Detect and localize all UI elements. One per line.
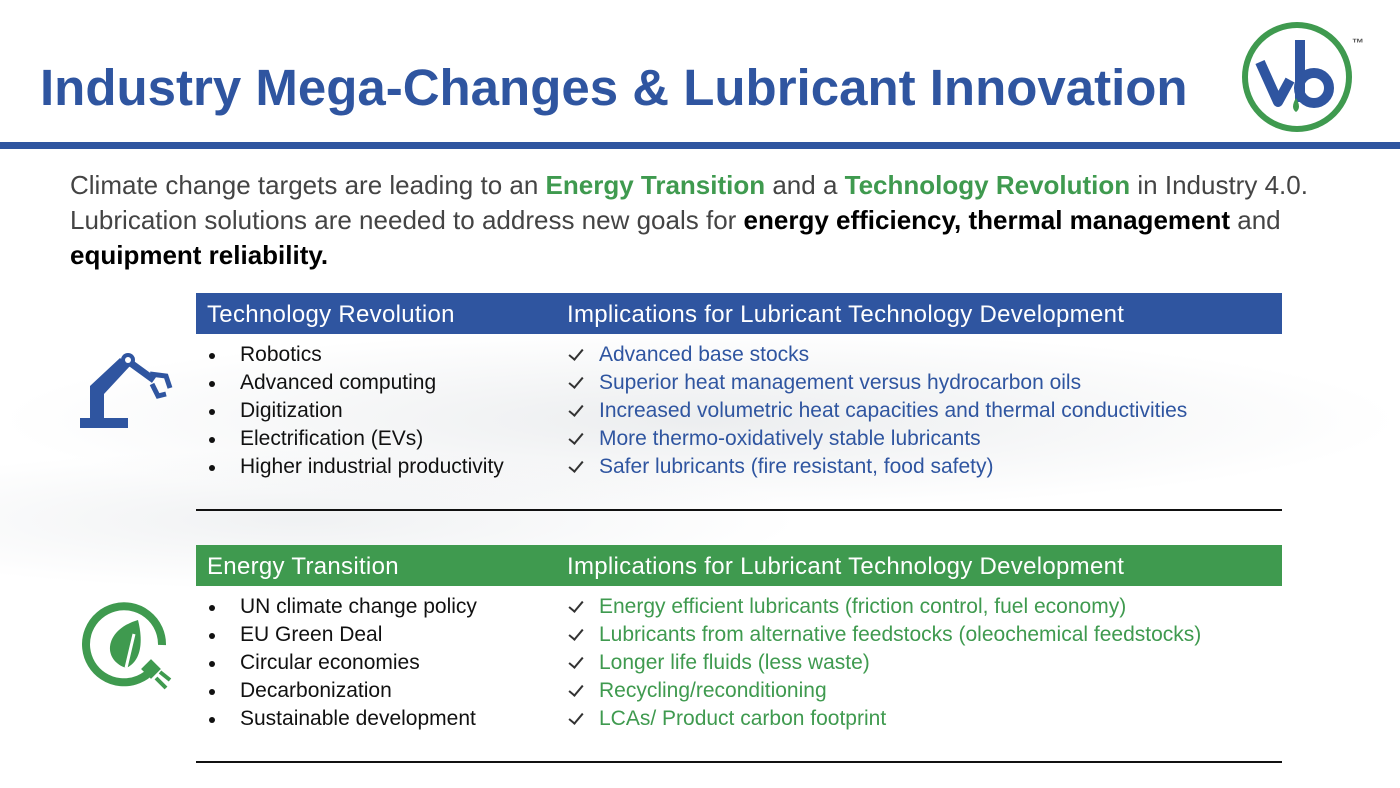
list-item: Higher industrial productivity bbox=[209, 453, 504, 481]
title: Industry Mega-Changes & Lubricant Innova… bbox=[40, 59, 1188, 116]
robot-icon bbox=[80, 353, 173, 428]
list-item: UN climate change policy bbox=[209, 593, 477, 621]
list-item: Safer lubricants (fire resistant, food s… bbox=[599, 453, 1187, 481]
list-item: LCAs/ Product carbon footprint bbox=[599, 705, 1201, 733]
check-list: Advanced base stocks Superior heat manage… bbox=[599, 341, 1187, 481]
header-cell: Implications for Lubricant Technology De… bbox=[567, 301, 1125, 328]
list-item: Digitization bbox=[209, 397, 504, 425]
header-rule bbox=[0, 142, 1400, 149]
list-item: Longer life fluids (less waste) bbox=[599, 649, 1201, 677]
header-cell: Technology Revolution bbox=[207, 301, 455, 328]
energy-icon bbox=[82, 602, 172, 690]
list-item: EU Green Deal bbox=[209, 621, 477, 649]
logo bbox=[1242, 22, 1352, 132]
intro-segment: Technology Revolution bbox=[844, 170, 1131, 200]
table-bottom-rule bbox=[196, 509, 1282, 511]
table-bottom-rule bbox=[196, 761, 1282, 763]
table: Technology Revolution Implications for Lu… bbox=[196, 293, 1282, 513]
list-item: Robotics bbox=[209, 341, 504, 369]
check-list: Energy efficient lubricants (friction co… bbox=[599, 593, 1201, 733]
header-cell: Energy Transition bbox=[207, 553, 399, 580]
intro-segment: and a bbox=[765, 170, 845, 200]
intro-text: Climate change targets are leading to an… bbox=[70, 168, 1330, 273]
bullet-list: Robotics Advanced computing Digitization El… bbox=[209, 341, 504, 481]
list-item: Increased volumetric heat capacities and… bbox=[599, 397, 1187, 425]
bullet-list: UN climate change policy EU Green Deal Cir… bbox=[209, 593, 477, 733]
list-item: Decarbonization bbox=[209, 677, 477, 705]
intro-segment: energy efficiency, thermal management bbox=[743, 205, 1231, 235]
list-item: Circular economies bbox=[209, 649, 477, 677]
list-item: Energy efficient lubricants (friction co… bbox=[599, 593, 1201, 621]
intro-segment: in Industry 4.0. Lubrication solutions a… bbox=[70, 170, 1308, 235]
list-item: Advanced computing bbox=[209, 369, 504, 397]
table-header: Energy Transition Implications for Lubric… bbox=[196, 545, 1282, 586]
header-cell: Implications for Lubricant Technology De… bbox=[567, 553, 1125, 580]
table-header: Technology Revolution Implications for Lu… bbox=[196, 293, 1282, 334]
trademark: ™ bbox=[1352, 36, 1364, 50]
intro-segment: and bbox=[1230, 205, 1281, 235]
list-item: Lubricants from alternative feedstocks (… bbox=[599, 621, 1201, 649]
intro-segment: Energy Transition bbox=[545, 170, 766, 200]
table: Energy Transition Implications for Lubric… bbox=[196, 545, 1282, 765]
list-item: Superior heat management versus hydrocar… bbox=[599, 369, 1187, 397]
list-item: Recycling/reconditioning bbox=[599, 677, 1201, 705]
list-item: Electrification (EVs) bbox=[209, 425, 504, 453]
list-item: Advanced base stocks bbox=[599, 341, 1187, 369]
intro-segment: Climate change targets are leading to an bbox=[70, 170, 546, 200]
list-item: More thermo-oxidatively stable lubricant… bbox=[599, 425, 1187, 453]
intro-segment: equipment reliability. bbox=[70, 240, 329, 270]
list-item: Sustainable development bbox=[209, 705, 477, 733]
